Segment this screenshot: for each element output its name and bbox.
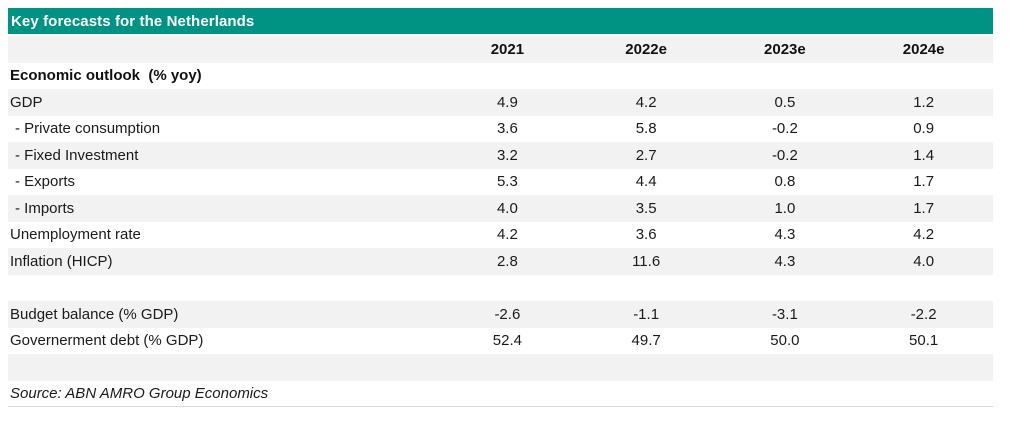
row-label: - Exports <box>15 173 76 191</box>
cell-value: 2.7 <box>635 146 657 164</box>
cell-value: 4.2 <box>913 226 935 244</box>
table-title: Key forecasts for the Netherlands <box>11 12 255 30</box>
cell-value: 1.2 <box>913 93 935 111</box>
table-row-inflation-hicp: Inflation (HICP) 2.8 11.6 4.3 4.0 <box>8 248 993 275</box>
cell-value: 0.9 <box>913 120 935 138</box>
cell-value: 4.0 <box>496 199 518 217</box>
cell-value: 0.8 <box>774 173 796 191</box>
cell-value: 1.7 <box>913 199 935 217</box>
forecast-table-card: Key forecasts for the Netherlands 2021 2… <box>8 8 993 407</box>
table-row-imports: - Imports 4.0 3.5 1.0 1.7 <box>8 195 993 222</box>
row-label: GDP <box>10 93 43 111</box>
cell-value: 4.9 <box>496 93 518 111</box>
row-label: - Imports <box>15 199 75 217</box>
table-row-unemployment-rate: Unemployment rate 4.2 3.6 4.3 4.2 <box>8 222 993 249</box>
cell-value: 50.1 <box>909 332 939 350</box>
cell-value: -3.1 <box>771 305 798 323</box>
column-header-2021: 2021 <box>490 40 525 58</box>
row-label: - Fixed Investment <box>15 146 139 164</box>
cell-value: -1.1 <box>633 305 660 323</box>
column-header-2024e: 2024e <box>902 40 945 58</box>
row-label: Inflation (HICP) <box>10 252 113 270</box>
column-header-2022e: 2022e <box>625 40 667 58</box>
cell-value: 50.0 <box>770 332 800 350</box>
column-header-2023e: 2023e <box>764 40 806 58</box>
cell-value: 1.7 <box>913 173 935 191</box>
table-row-budget-balance: Budget balance (% GDP) -2.6 -1.1 -3.1 -2… <box>8 301 993 328</box>
cell-value: 1.0 <box>774 199 796 217</box>
cell-value: 49.7 <box>631 332 661 350</box>
row-label: - Private consumption <box>15 120 161 138</box>
cell-value: 52.4 <box>492 332 522 350</box>
cell-value: 3.5 <box>635 199 657 217</box>
spacer-row <box>8 275 993 302</box>
row-label: Unemployment rate <box>10 226 141 244</box>
cell-value: 4.2 <box>496 226 518 244</box>
cell-value: 1.4 <box>913 146 935 164</box>
table-row-gdp: GDP 4.9 4.2 0.5 1.2 <box>8 89 993 116</box>
cell-value: 3.6 <box>635 226 657 244</box>
column-header-row: 2021 2022e 2023e 2024e <box>8 36 993 63</box>
table-row-fixed-investment: - Fixed Investment 3.2 2.7 -0.2 1.4 <box>8 142 993 169</box>
cell-value: 3.6 <box>496 120 518 138</box>
cell-value: 5.3 <box>496 173 518 191</box>
source-note: Source: ABN AMRO Group Economics <box>10 384 269 402</box>
cell-value: -0.2 <box>771 120 798 138</box>
cell-value: 0.5 <box>774 93 796 111</box>
cell-value: 4.2 <box>635 93 657 111</box>
cell-value: -2.6 <box>494 305 521 323</box>
cell-value: 11.6 <box>632 252 661 270</box>
cell-value: -0.2 <box>771 146 798 164</box>
forecast-table: 2021 2022e 2023e 2024e Economic outlook … <box>8 36 993 407</box>
row-label: Budget balance (% GDP) <box>10 305 179 323</box>
cell-value: -2.2 <box>910 305 937 323</box>
cell-value: 4.0 <box>913 252 935 270</box>
section-header-row: Economic outlook (% yoy) <box>8 63 993 90</box>
cell-value: 4.3 <box>774 252 796 270</box>
cell-value: 2.8 <box>496 252 518 270</box>
section-header-label: Economic outlook (% yoy) <box>10 67 202 85</box>
cell-value: 4.3 <box>774 226 796 244</box>
row-label: Governerment debt (% GDP) <box>10 332 204 350</box>
spacer-row <box>8 354 993 381</box>
table-row-private-consumption: - Private consumption 3.6 5.8 -0.2 0.9 <box>8 116 993 143</box>
table-row-exports: - Exports 5.3 4.4 0.8 1.7 <box>8 169 993 196</box>
table-row-government-debt: Governerment debt (% GDP) 52.4 49.7 50.0… <box>8 328 993 355</box>
cell-value: 3.2 <box>496 146 518 164</box>
cell-value: 5.8 <box>635 120 657 138</box>
cell-value: 4.4 <box>635 173 657 191</box>
source-row: Source: ABN AMRO Group Economics <box>8 381 993 407</box>
table-title-bar: Key forecasts for the Netherlands <box>8 8 993 34</box>
